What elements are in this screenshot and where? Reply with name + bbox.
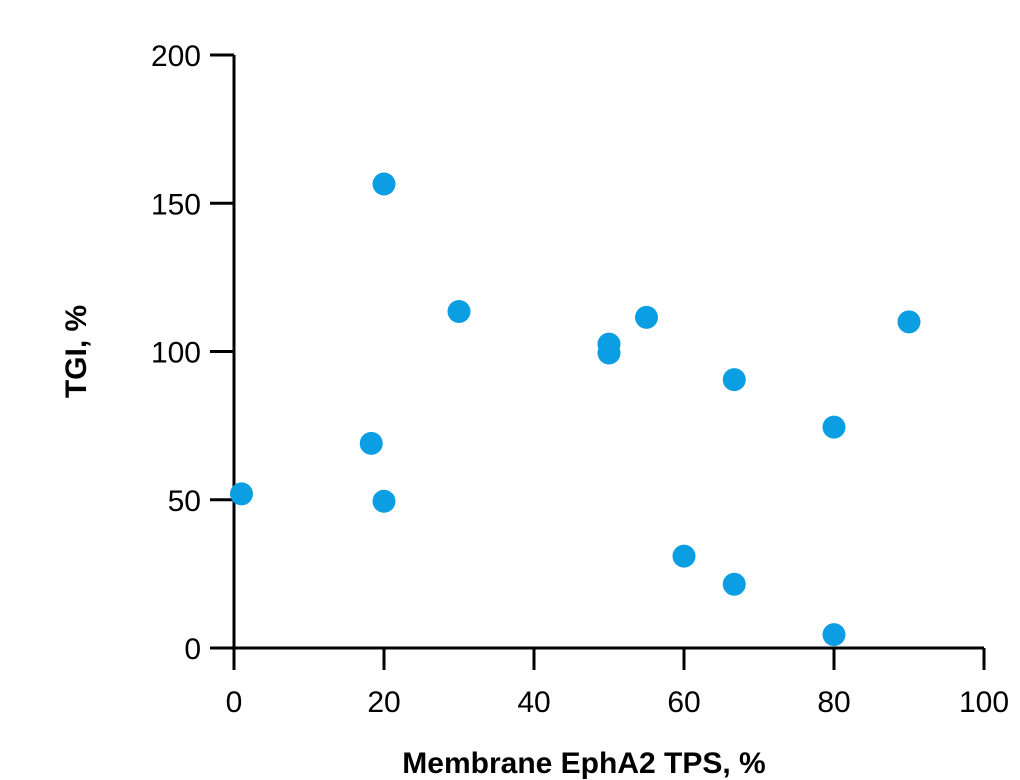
y-tick-label: 0 xyxy=(184,633,201,666)
data-point xyxy=(822,415,846,439)
data-point xyxy=(722,368,746,392)
data-points xyxy=(230,172,921,647)
data-point xyxy=(597,341,621,365)
x-axis-ticks: 0 20 40 60 80 100 xyxy=(226,648,1009,719)
x-tick-label: 0 xyxy=(226,686,243,719)
data-point xyxy=(635,305,658,329)
y-tick-label: 100 xyxy=(151,337,201,370)
y-tick-label: 150 xyxy=(151,188,201,221)
data-point xyxy=(897,310,921,334)
x-tick-label: 20 xyxy=(367,686,400,719)
x-tick-label: 40 xyxy=(517,686,550,719)
data-point xyxy=(230,482,253,506)
data-point xyxy=(372,489,396,513)
data-point xyxy=(822,623,846,647)
y-axis-ticks: 0 50 100 150 200 xyxy=(151,40,234,666)
data-point xyxy=(447,299,471,323)
x-tick-label: 80 xyxy=(817,686,850,719)
data-point xyxy=(359,431,383,455)
y-tick-label: 50 xyxy=(168,485,201,518)
x-tick-label: 60 xyxy=(667,686,700,719)
x-tick-label: 100 xyxy=(959,686,1009,719)
x-axis-title: Membrane EphA2 TPS, % xyxy=(402,747,765,780)
data-point xyxy=(722,572,746,596)
y-tick-label: 200 xyxy=(151,40,201,73)
data-point xyxy=(672,544,696,568)
y-axis-title: TGI, % xyxy=(60,305,93,398)
data-point xyxy=(372,172,396,196)
